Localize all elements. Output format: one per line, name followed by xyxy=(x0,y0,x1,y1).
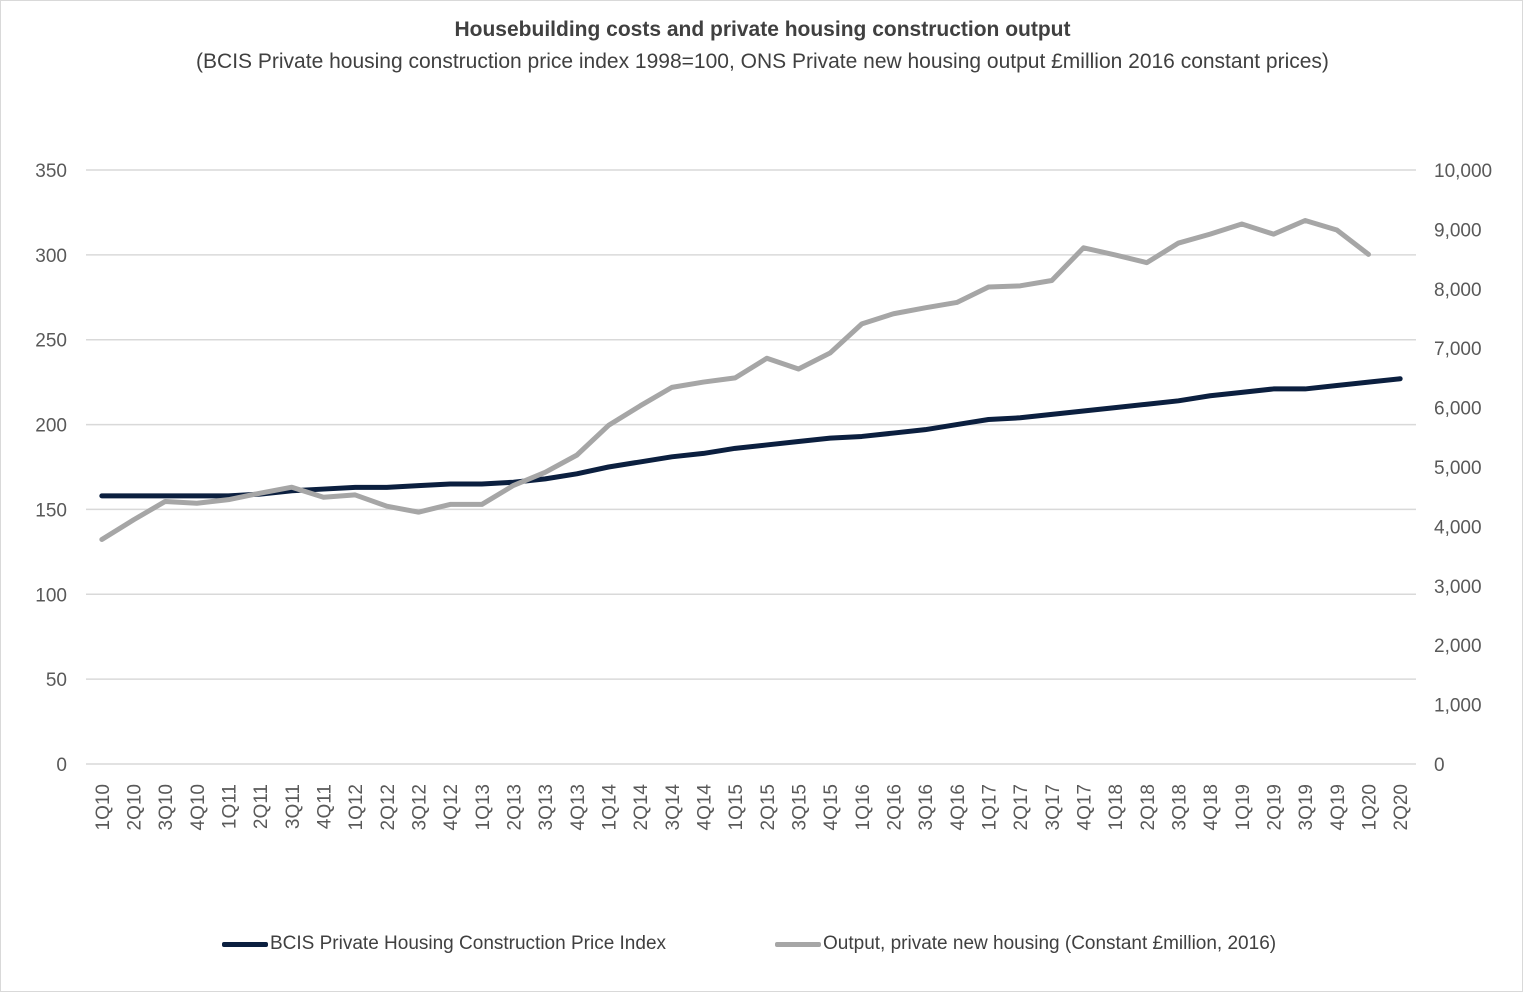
x-tick-label: 3Q13 xyxy=(536,784,557,830)
x-tick-label: 4Q14 xyxy=(695,784,716,831)
x-tick-label: 4Q13 xyxy=(568,784,589,830)
legend-swatch-output xyxy=(775,941,821,947)
x-tick-label: 2Q15 xyxy=(758,784,779,830)
x-tick-label: 1Q11 xyxy=(220,784,241,829)
x-tick-label: 1Q15 xyxy=(726,784,747,830)
x-tick-label: 4Q11 xyxy=(315,784,336,829)
x-tick-label: 1Q20 xyxy=(1360,784,1381,830)
x-tick-label: 1Q14 xyxy=(600,784,621,831)
x-tick-label: 4Q17 xyxy=(1075,784,1096,830)
legend-item-output: Output, private new housing (Constant £m… xyxy=(775,930,1276,958)
x-tick-label: 3Q11 xyxy=(283,784,304,829)
x-tick-label: 3Q15 xyxy=(790,784,811,830)
x-tick-label: 2Q17 xyxy=(1011,784,1032,830)
y-right-tick-label: 3,000 xyxy=(1434,577,1482,598)
y-right-tick-label: 1,000 xyxy=(1434,696,1482,717)
x-tick-label: 2Q19 xyxy=(1265,784,1286,830)
x-tick-label: 1Q12 xyxy=(346,784,367,830)
y-right-tick-label: 5,000 xyxy=(1434,458,1482,479)
legend-item-price-index: BCIS Private Housing Construction Price … xyxy=(222,930,666,958)
x-tick-label: 1Q16 xyxy=(853,784,874,830)
x-tick-label: 3Q17 xyxy=(1043,784,1064,830)
chart-title: Housebuilding costs and private housing … xyxy=(454,18,1071,41)
x-tick-label: 3Q12 xyxy=(410,784,431,830)
x-tick-label: 3Q19 xyxy=(1296,784,1317,830)
legend-label-output: Output, private new housing (Constant £m… xyxy=(823,933,1277,954)
chart-subtitle: (BCIS Private housing construction price… xyxy=(196,50,1329,73)
x-tick-label: 2Q18 xyxy=(1138,784,1159,830)
x-tick-label: 4Q12 xyxy=(441,784,462,830)
x-tick-label: 3Q16 xyxy=(916,784,937,830)
x-tick-label: 1Q19 xyxy=(1233,784,1254,830)
x-tick-label: 4Q10 xyxy=(188,784,209,830)
legend: BCIS Private Housing Construction Price … xyxy=(0,930,1525,958)
x-tick-label: 2Q11 xyxy=(251,784,272,829)
x-tick-label: 2Q16 xyxy=(885,784,906,830)
y-left-tick-label: 50 xyxy=(46,670,67,691)
y-right-tick-label: 8,000 xyxy=(1434,280,1482,301)
x-tick-label: 2Q14 xyxy=(631,784,652,831)
x-tick-label: 2Q20 xyxy=(1391,784,1412,830)
x-tick-label: 3Q18 xyxy=(1170,784,1191,830)
x-tick-label: 4Q19 xyxy=(1328,784,1349,830)
series-line-0 xyxy=(99,376,1403,499)
x-tick-label: 2Q10 xyxy=(125,784,146,830)
legend-swatch-price-index xyxy=(222,941,268,947)
y-right-tick-label: 4,000 xyxy=(1434,517,1482,538)
x-tick-label: 1Q17 xyxy=(980,784,1001,830)
x-tick-label: 1Q18 xyxy=(1106,784,1127,830)
x-tick-label: 1Q10 xyxy=(93,784,114,830)
y-right-tick-label: 10,000 xyxy=(1434,161,1492,182)
y-right-tick-label: 7,000 xyxy=(1434,339,1482,360)
x-tick-label: 1Q13 xyxy=(473,784,494,830)
y-left-tick-label: 250 xyxy=(35,331,67,352)
series-line-1 xyxy=(99,217,1371,542)
y-right-tick-label: 2,000 xyxy=(1434,636,1482,657)
x-tick-label: 4Q15 xyxy=(821,784,842,830)
x-tick-label: 4Q18 xyxy=(1201,784,1222,830)
y-right-tick-label: 0 xyxy=(1434,755,1445,776)
legend-label-price-index: BCIS Private Housing Construction Price … xyxy=(270,933,667,954)
y-left-tick-label: 200 xyxy=(35,416,67,437)
y-left-tick-label: 0 xyxy=(56,755,67,776)
x-tick-label: 4Q16 xyxy=(948,784,969,830)
y-left-tick-label: 300 xyxy=(35,246,67,267)
x-tick-label: 2Q13 xyxy=(505,784,526,830)
x-tick-label: 2Q12 xyxy=(378,784,399,830)
y-right-tick-label: 9,000 xyxy=(1434,220,1482,241)
y-left-tick-label: 100 xyxy=(35,585,67,606)
y-left-tick-label: 350 xyxy=(35,161,67,182)
y-left-tick-label: 150 xyxy=(35,500,67,521)
y-right-tick-label: 6,000 xyxy=(1434,399,1482,420)
x-tick-label: 3Q14 xyxy=(663,784,684,831)
x-tick-label: 3Q10 xyxy=(156,784,177,830)
